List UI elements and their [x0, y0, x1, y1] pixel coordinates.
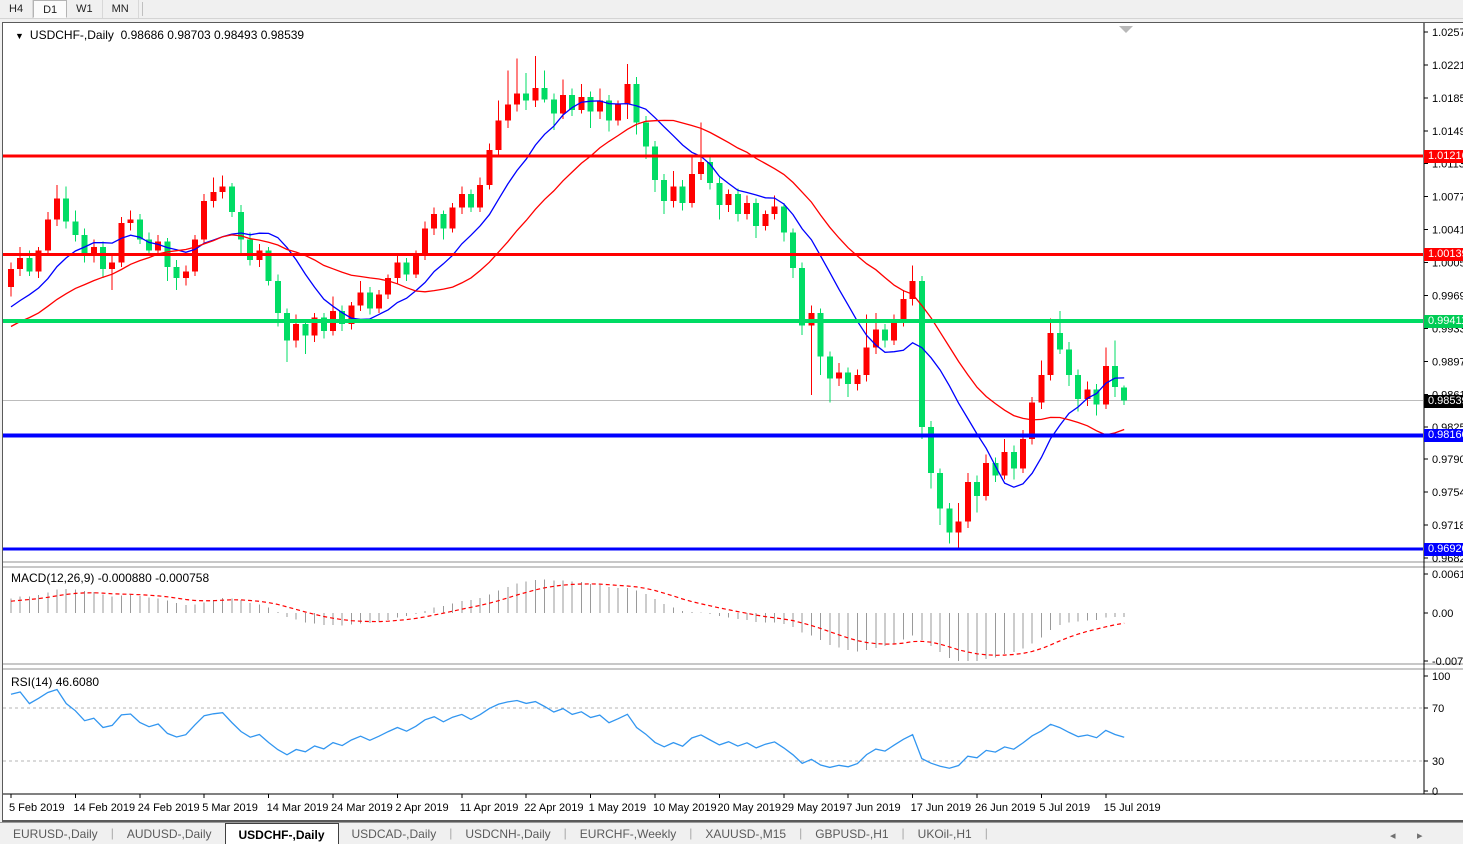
ma-slow-line: [10, 119, 1125, 436]
date-label: 7 Jun 2019: [846, 802, 900, 814]
tab-usdcad-daily[interactable]: USDCAD-,Daily: [351, 827, 437, 841]
ma-fast-line: [10, 100, 1125, 488]
price-tick-label: 1.02210: [1432, 60, 1463, 72]
timeframe-mn-button[interactable]: MN: [103, 0, 139, 18]
date-label: 10 May 2019: [653, 802, 717, 814]
date-label: 5 Mar 2019: [202, 802, 258, 814]
tab-usdchf-daily[interactable]: USDCHF-,Daily: [224, 823, 339, 844]
date-label: 5 Feb 2019: [9, 802, 65, 814]
macd-pane: [10, 579, 1125, 662]
rsi-tick-label: 0: [1432, 786, 1438, 798]
macd-tick-label: 0.00613: [1432, 569, 1463, 581]
candles-series: [8, 55, 1128, 548]
rsi-line: [10, 688, 1125, 769]
macd-values: -0.000880 -0.000758: [97, 571, 210, 585]
macd-tick-label: 0.00: [1432, 608, 1453, 620]
rsi-tick-label: 70: [1432, 703, 1444, 715]
horizontal-lines: [3, 154, 1423, 551]
date-label: 1 May 2019: [589, 802, 646, 814]
tab-separator: |: [110, 826, 114, 840]
tab-audusd-daily[interactable]: AUDUSD-,Daily: [126, 827, 212, 841]
chart-shift-marker-icon: [1119, 26, 1133, 33]
tab-ukoil-h1[interactable]: UKOil-,H1: [917, 827, 972, 841]
macd-signal-line: [10, 583, 1125, 656]
chart-title: ▼ USDCHF-,Daily 0.98686 0.98703 0.98493 0…: [15, 28, 304, 42]
chart-ohlc-values: 0.98686 0.98703 0.98493 0.98539: [120, 28, 305, 42]
macd-indicator-label: MACD(12,26,9) -0.000880 -0.000758: [11, 571, 209, 585]
tab-separator: |: [563, 826, 567, 840]
toolbar-separator: [141, 2, 143, 16]
chart-tab-bar: EURUSD-,Daily | AUDUSD-,Daily USDCHF-,Daily…: [0, 822, 1463, 844]
rsi-indicator-label: RSI(14) 46.6080: [11, 675, 99, 689]
price-badge-0.99411: 0.99411: [1424, 314, 1463, 328]
rsi-value: 46.6080: [55, 675, 100, 689]
timeframe-w1-button[interactable]: W1: [67, 0, 103, 18]
date-label: 14 Mar 2019: [267, 802, 329, 814]
price-badge-1.00139: 1.00139: [1424, 248, 1463, 262]
pane-frame: [3, 23, 1463, 795]
date-label: 20 May 2019: [717, 802, 781, 814]
price-badge-0.96920: 0.96920: [1424, 542, 1463, 556]
date-label: 29 May 2019: [782, 802, 846, 814]
date-label: 26 Jun 2019: [975, 802, 1036, 814]
rsi-tick-label: 100: [1432, 671, 1450, 683]
price-tick-label: 1.01850: [1432, 93, 1463, 105]
price-tick-label: 1.00770: [1432, 192, 1463, 204]
date-label: 24 Feb 2019: [138, 802, 200, 814]
price-badge-0.98539: 0.98539: [1424, 394, 1463, 408]
macd-tick-label: -0.007612: [1432, 656, 1463, 668]
tab-separator: |: [799, 826, 803, 840]
date-label: 24 Mar 2019: [331, 802, 393, 814]
rsi-tick-label: 30: [1432, 756, 1444, 768]
chart-canvas: 1.025701.022101.018501.014901.011301.007…: [3, 23, 1463, 814]
tab-separator: |: [689, 826, 693, 840]
price-axis: 1.025701.022101.018501.014901.011301.007…: [1424, 27, 1463, 798]
tab-eurchf-weekly[interactable]: EURCHF-,Weekly: [579, 827, 677, 841]
date-label: 14 Feb 2019: [73, 802, 135, 814]
tab-xauusd-m15[interactable]: XAUUSD-,M15: [705, 827, 787, 841]
price-tick-label: 1.00410: [1432, 225, 1463, 237]
date-label: 15 Jul 2019: [1104, 802, 1161, 814]
tab-eurusd-daily[interactable]: EURUSD-,Daily: [13, 827, 98, 841]
price-tick-label: 1.02570: [1432, 27, 1463, 39]
date-label: 2 Apr 2019: [395, 802, 448, 814]
chart-window: 1.025701.022101.018501.014901.011301.007…: [2, 22, 1463, 822]
date-label: 17 Jun 2019: [911, 802, 972, 814]
tab-separator: |: [901, 826, 905, 840]
tab-separator: |: [984, 826, 988, 840]
tab-separator: |: [449, 826, 453, 840]
date-axis: 5 Feb 2019 14 Feb 2019 24 Feb 2019 5 Mar 20…: [9, 794, 1161, 814]
price-tick-label: 1.01490: [1432, 126, 1463, 138]
rsi-pane: [3, 688, 1423, 769]
tab-gbpusd-h1[interactable]: GBPUSD-,H1: [815, 827, 889, 841]
price-badge-1.01216: 1.01216: [1424, 149, 1463, 163]
timeframe-h4-button[interactable]: H4: [0, 0, 34, 18]
rsi-name: RSI(14): [11, 675, 53, 689]
chart-symbol-period: USDCHF-,Daily: [29, 28, 114, 42]
date-label: 22 Apr 2019: [524, 802, 583, 814]
timeframe-d1-button[interactable]: D1: [33, 0, 68, 18]
timeframe-toolbar: H4 D1 W1 MN: [0, 0, 1463, 19]
chart-dropdown-icon[interactable]: ▼: [15, 31, 24, 41]
tab-scroll-left-button[interactable]: ◂: [1390, 830, 1396, 842]
date-label: 11 Apr 2019: [460, 802, 519, 814]
tab-scroll-right-button[interactable]: ▸: [1417, 830, 1423, 842]
date-label: 5 Jul 2019: [1039, 802, 1090, 814]
macd-name: MACD(12,26,9): [11, 571, 95, 585]
tab-usdcnh-daily[interactable]: USDCNH-,Daily: [465, 827, 551, 841]
